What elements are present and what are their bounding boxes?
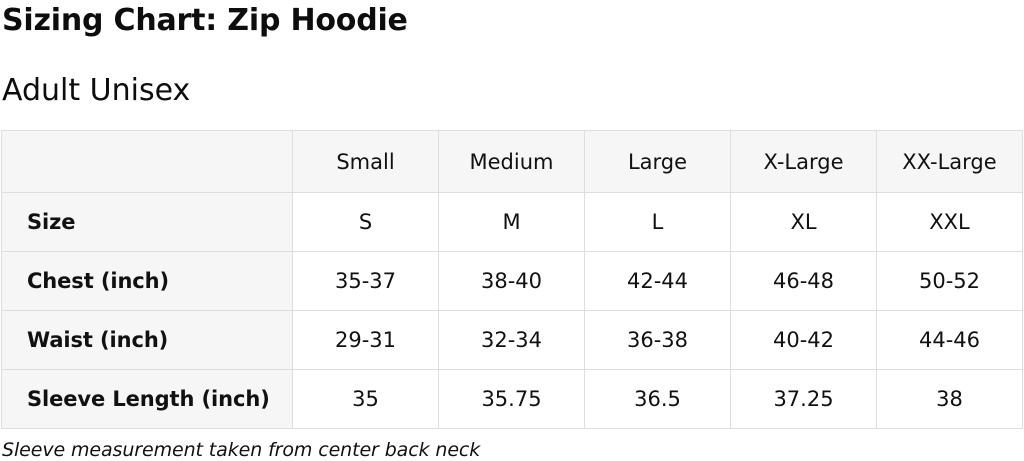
table-row: Sleeve Length (inch) 35 35.75 36.5 37.25… <box>1 369 1023 429</box>
cell-waist-x-large: 40-42 <box>730 310 877 370</box>
cell-chest-large: 42-44 <box>584 251 731 311</box>
cell-sleeve-x-large: 37.25 <box>730 369 877 429</box>
table-header: Small Medium Large X-Large XX-Large <box>1 130 1023 193</box>
column-header-medium: Medium <box>438 130 585 193</box>
cell-size-small: S <box>292 192 439 252</box>
table-corner-cell <box>1 130 293 193</box>
cell-sleeve-large: 36.5 <box>584 369 731 429</box>
cell-waist-xx-large: 44-46 <box>876 310 1023 370</box>
cell-size-xx-large: XXL <box>876 192 1023 252</box>
cell-size-large: L <box>584 192 731 252</box>
cell-chest-x-large: 46-48 <box>730 251 877 311</box>
cell-chest-xx-large: 50-52 <box>876 251 1023 311</box>
column-header-x-large: X-Large <box>730 130 877 193</box>
table-row: Chest (inch) 35-37 38-40 42-44 46-48 50-… <box>1 251 1023 311</box>
cell-waist-medium: 32-34 <box>438 310 585 370</box>
table-row: Waist (inch) 29-31 32-34 36-38 40-42 44-… <box>1 310 1023 370</box>
column-header-xx-large: XX-Large <box>876 130 1023 193</box>
row-label-waist: Waist (inch) <box>1 310 293 370</box>
cell-chest-small: 35-37 <box>292 251 439 311</box>
cell-sleeve-medium: 35.75 <box>438 369 585 429</box>
cell-size-medium: M <box>438 192 585 252</box>
section-subtitle: Adult Unisex <box>2 73 191 108</box>
cell-sleeve-small: 35 <box>292 369 439 429</box>
row-label-sleeve-length: Sleeve Length (inch) <box>1 369 293 429</box>
table-body: Size S M L XL XXL Chest (inch) 35-37 38-… <box>1 192 1023 429</box>
column-header-small: Small <box>292 130 439 193</box>
cell-waist-large: 36-38 <box>584 310 731 370</box>
column-header-large: Large <box>584 130 731 193</box>
cell-sleeve-xx-large: 38 <box>876 369 1023 429</box>
page-title: Sizing Chart: Zip Hoodie <box>2 3 408 38</box>
cell-waist-small: 29-31 <box>292 310 439 370</box>
table-row: Size S M L XL XXL <box>1 192 1023 252</box>
table-header-row: Small Medium Large X-Large XX-Large <box>1 130 1023 193</box>
table-footnote: Sleeve measurement taken from center bac… <box>2 439 481 461</box>
row-label-chest: Chest (inch) <box>1 251 293 311</box>
cell-size-x-large: XL <box>730 192 877 252</box>
sizing-table: Small Medium Large X-Large XX-Large Size… <box>1 130 1023 429</box>
row-label-size: Size <box>1 192 293 252</box>
cell-chest-medium: 38-40 <box>438 251 585 311</box>
